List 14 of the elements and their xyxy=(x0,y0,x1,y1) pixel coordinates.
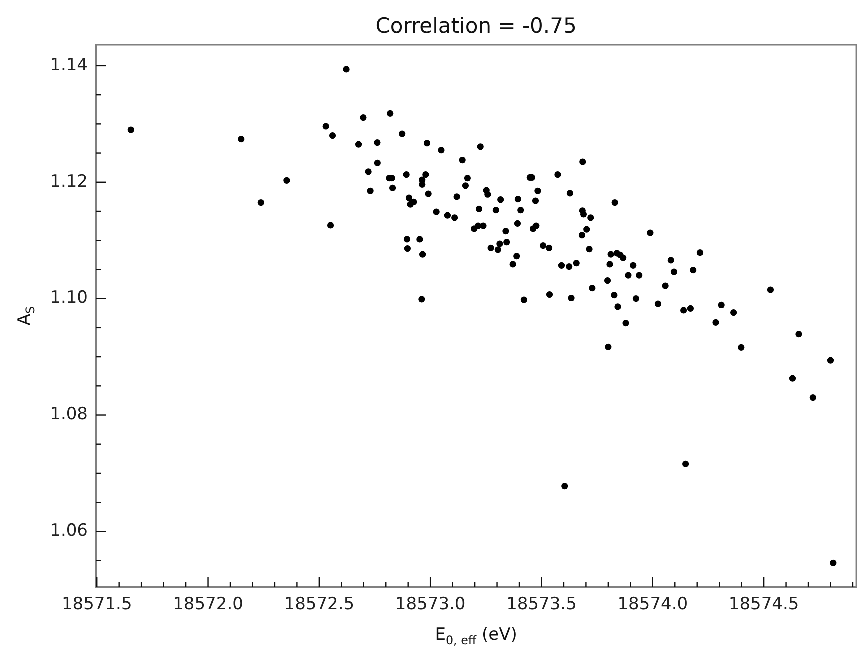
x-tick-label: 18571.5 xyxy=(62,594,132,615)
y-tick-label: 1.10 xyxy=(50,288,88,308)
y-tick-label: 1.08 xyxy=(50,404,88,425)
x-tick-label: 18572.5 xyxy=(284,594,355,615)
y-axis-title: AS xyxy=(15,306,38,326)
x-tick-label: 18574.0 xyxy=(618,594,688,615)
y-tick-label: 1.06 xyxy=(50,521,88,542)
x-tick-label: 18574.5 xyxy=(728,594,800,615)
x-tick-label: 18572.0 xyxy=(173,594,244,615)
x-tick-label: 18573.0 xyxy=(395,594,466,615)
chart-title: Correlation = -0.75 xyxy=(376,14,577,38)
y-tick-label: 1.12 xyxy=(50,172,88,192)
y-tick-label: 1.14 xyxy=(50,55,88,76)
x-tick-label: 18573.5 xyxy=(506,594,577,615)
